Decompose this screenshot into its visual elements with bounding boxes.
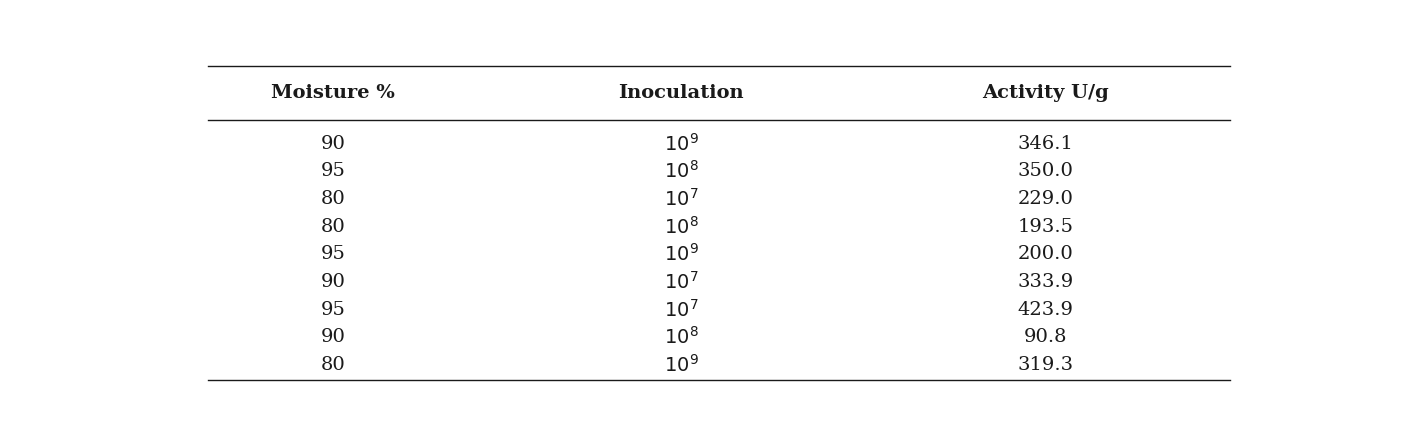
Text: 95: 95 [321, 162, 345, 180]
Text: 90: 90 [321, 328, 345, 346]
Text: Activity U/g: Activity U/g [982, 84, 1108, 102]
Text: 423.9: 423.9 [1017, 300, 1073, 318]
Text: $10^{8}$: $10^{8}$ [664, 160, 699, 182]
Text: Moisture %: Moisture % [271, 84, 396, 102]
Text: 80: 80 [321, 190, 345, 208]
Text: $10^{9}$: $10^{9}$ [664, 354, 699, 376]
Text: $10^{7}$: $10^{7}$ [664, 188, 699, 210]
Text: 90: 90 [321, 273, 345, 291]
Text: 193.5: 193.5 [1017, 218, 1073, 236]
Text: 350.0: 350.0 [1017, 162, 1073, 180]
Text: 80: 80 [321, 356, 345, 374]
Text: 90.8: 90.8 [1023, 328, 1068, 346]
Text: 80: 80 [321, 218, 345, 236]
Text: $10^{7}$: $10^{7}$ [664, 271, 699, 293]
Text: 229.0: 229.0 [1017, 190, 1073, 208]
Text: $10^{8}$: $10^{8}$ [664, 215, 699, 237]
Text: $10^{7}$: $10^{7}$ [664, 299, 699, 321]
Text: $10^{9}$: $10^{9}$ [664, 133, 699, 155]
Text: 200.0: 200.0 [1017, 245, 1073, 263]
Text: 333.9: 333.9 [1017, 273, 1073, 291]
Text: 95: 95 [321, 300, 345, 318]
Text: 346.1: 346.1 [1017, 134, 1073, 152]
Text: $10^{8}$: $10^{8}$ [664, 326, 699, 348]
Text: 319.3: 319.3 [1017, 356, 1073, 374]
Text: 90: 90 [321, 134, 345, 152]
Text: 95: 95 [321, 245, 345, 263]
Text: Inoculation: Inoculation [619, 84, 744, 102]
Text: $10^{9}$: $10^{9}$ [664, 243, 699, 265]
